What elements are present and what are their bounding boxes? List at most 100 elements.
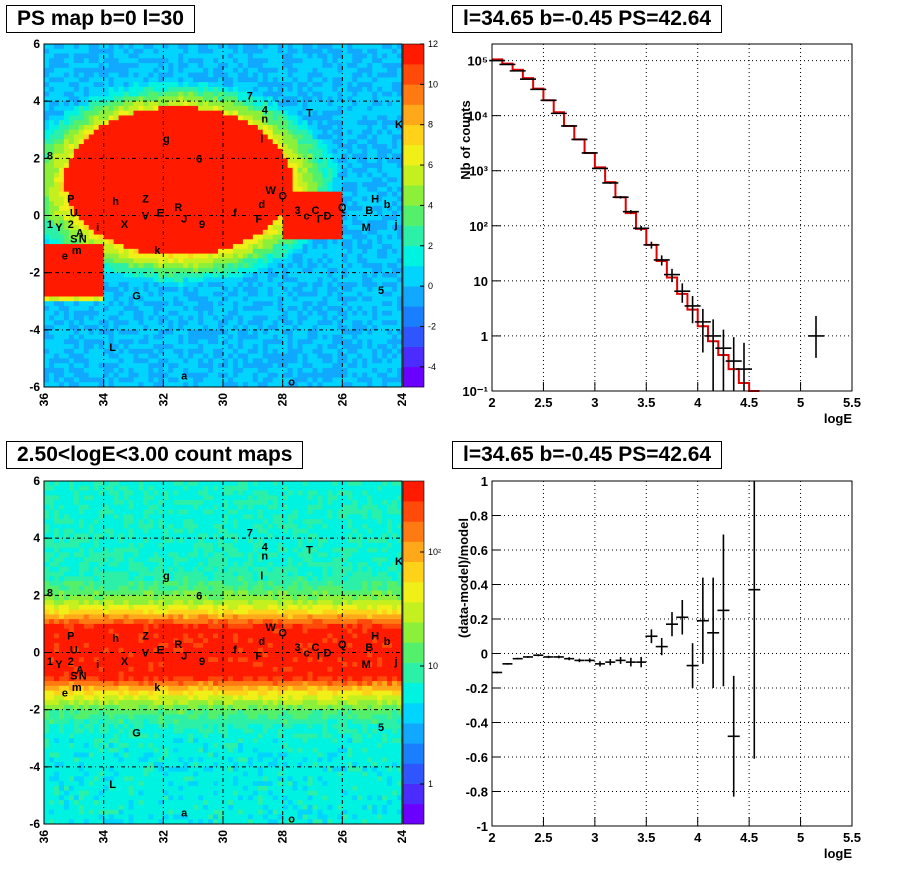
heatmap-cell	[218, 201, 224, 207]
heatmap-cell	[277, 334, 284, 340]
heatmap-cell	[352, 291, 358, 297]
heatmap-cell	[218, 177, 224, 183]
heatmap-cell	[73, 86, 80, 93]
heatmap-cell	[123, 153, 129, 159]
heatmap-cell	[163, 320, 169, 326]
heatmap-cell	[247, 63, 254, 69]
heatmap-cell	[277, 229, 284, 235]
heatmap-cell	[133, 258, 139, 264]
heatmap-cell	[223, 272, 229, 278]
heatmap-cell	[103, 91, 110, 97]
heatmap-cell	[387, 172, 393, 178]
heatmap-cell	[193, 105, 199, 112]
heatmap-cell	[287, 177, 294, 183]
heatmap-cell	[88, 191, 95, 197]
heatmap-cell	[168, 96, 174, 102]
heatmap-cell	[138, 210, 144, 216]
heatmap-cell	[188, 358, 194, 364]
heatmap-cell	[173, 248, 179, 255]
heatmap-cell	[163, 229, 169, 235]
heatmap-cell	[98, 334, 105, 340]
heatmap-cell	[158, 124, 164, 131]
heatmap-cell	[173, 191, 179, 197]
heatmap-cell	[232, 110, 239, 116]
heatmap-cell	[73, 177, 80, 183]
heatmap-cell	[103, 153, 110, 159]
heatmap-cell	[352, 201, 358, 207]
heatmap-cell	[382, 44, 388, 50]
heatmap-cell	[307, 196, 313, 202]
heatmap-cell	[312, 353, 318, 359]
heatmap-cell	[337, 67, 343, 73]
heatmap-cell	[392, 334, 398, 340]
heatmap-cell	[138, 158, 144, 164]
heatmap-cell	[312, 344, 318, 350]
heatmap-cell	[287, 115, 294, 121]
heatmap-cell	[397, 234, 403, 240]
heatmap-cell	[252, 339, 259, 345]
heatmap-cell	[88, 58, 95, 64]
heatmap-cell	[88, 77, 95, 83]
heatmap-cell	[168, 167, 174, 174]
heatmap-cell	[382, 244, 388, 250]
heatmap-cell	[297, 86, 303, 93]
heatmap-cell	[377, 144, 383, 150]
heatmap-cell	[83, 172, 90, 178]
heatmap-cell	[332, 339, 338, 345]
heatmap-cell	[227, 148, 234, 154]
heatmap-cell	[262, 296, 269, 302]
heatmap-cell	[362, 291, 368, 297]
heatmap-cell	[397, 177, 403, 183]
heatmap-cell	[173, 134, 179, 140]
heatmap-cell	[203, 320, 209, 326]
heatmap-cell	[317, 348, 323, 355]
heatmap-cell	[208, 286, 214, 293]
heatmap-cell	[357, 205, 363, 212]
heatmap-cell	[382, 105, 388, 112]
heatmap-cell	[83, 129, 90, 135]
heatmap-cell	[267, 253, 274, 259]
heatmap-cell	[227, 58, 234, 64]
heatmap-cell	[83, 77, 90, 83]
heatmap-cell	[357, 344, 363, 350]
heatmap-cell	[108, 358, 115, 364]
heatmap-cell	[183, 253, 189, 259]
heatmap-cell	[257, 110, 264, 116]
heatmap-cell	[322, 191, 328, 197]
heatmap-cell	[282, 286, 289, 293]
heatmap-cell	[78, 220, 85, 226]
heatmap-cell	[347, 67, 353, 73]
heatmap-cell	[242, 177, 249, 183]
heatmap-cell	[78, 282, 85, 288]
heatmap-cell	[397, 253, 403, 259]
heatmap-cell	[173, 339, 179, 345]
heatmap-cell	[163, 363, 169, 369]
heatmap-cell	[242, 110, 249, 116]
heatmap-cell	[208, 139, 214, 145]
heatmap-cell	[173, 153, 179, 159]
heatmap-cell	[123, 144, 129, 150]
heatmap-cell	[247, 277, 254, 283]
heatmap-cell	[218, 225, 224, 231]
heatmap-cell	[237, 77, 244, 83]
heatmap-cell	[153, 310, 159, 316]
heatmap-cell	[232, 115, 239, 121]
heatmap-cell	[168, 329, 174, 335]
heatmap-cell	[387, 58, 393, 64]
heatmap-cell	[292, 182, 298, 188]
heatmap-cell	[143, 253, 149, 259]
heatmap-cell	[297, 196, 303, 202]
heatmap-cell	[138, 291, 144, 297]
heatmap-cell	[188, 225, 194, 231]
heatmap-cell	[277, 163, 284, 169]
heatmap-cell	[163, 286, 169, 293]
ps-map-cells	[44, 44, 403, 388]
heatmap-cell	[83, 239, 90, 245]
heatmap-cell	[322, 244, 328, 250]
heatmap-cell	[237, 167, 244, 174]
heatmap-cell	[377, 158, 383, 164]
heatmap-cell	[103, 58, 110, 64]
heatmap-cell	[292, 225, 298, 231]
heatmap-cell	[148, 225, 154, 231]
heatmap-cell	[242, 77, 249, 83]
